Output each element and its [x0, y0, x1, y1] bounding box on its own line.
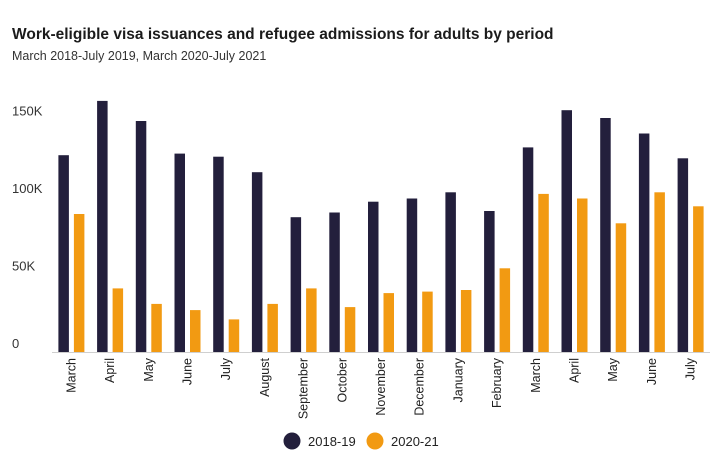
bar-2020-21-16 — [654, 192, 665, 352]
x-tick-label: May — [142, 357, 156, 381]
bar-2020-21-10 — [422, 291, 433, 352]
x-tick-label: August — [258, 357, 272, 396]
x-tick-label: February — [490, 357, 504, 408]
bar-2020-21-6 — [267, 303, 278, 352]
x-tick-label: May — [606, 357, 620, 381]
bar-2018-19-11 — [445, 192, 456, 352]
bar-2020-21-8 — [344, 307, 356, 352]
bar-2018-19-4 — [174, 153, 185, 352]
bar-2018-19-14 — [561, 110, 572, 352]
bar-2020-21-9 — [383, 293, 394, 352]
y-tick-label: 100K — [12, 181, 43, 196]
bar-2018-19-10 — [406, 198, 418, 352]
bar-2018-19-15 — [600, 118, 611, 352]
y-tick-label: 150K — [12, 104, 43, 119]
y-axis-ticks: 0 50K 100K 150K — [12, 104, 43, 352]
bar-2020-21-2 — [112, 288, 124, 352]
bar-2018-19-16 — [638, 133, 650, 352]
x-axis-ticks: March April May June July August September Octo… — [64, 357, 697, 419]
bar-2018-19-12 — [484, 211, 495, 352]
bar-2018-19-2 — [97, 100, 108, 353]
x-tick-label: April — [568, 358, 582, 383]
bar-2020-21-5 — [228, 319, 240, 352]
legend-swatch-2018-19 — [283, 432, 301, 450]
x-tick-label: July — [684, 357, 698, 380]
bar-2020-21-1 — [73, 214, 85, 352]
x-tick-label: March — [529, 358, 543, 393]
x-tick-label: September — [297, 358, 311, 419]
bar-2020-21-11 — [460, 290, 472, 352]
bar-2020-21-15 — [615, 223, 627, 352]
bar-2020-21-13 — [538, 193, 549, 352]
bar-2018-19-7 — [290, 217, 302, 352]
x-tick-label: October — [335, 358, 349, 402]
bar-2018-19-9 — [368, 201, 379, 352]
bar-2020-21-4 — [190, 310, 201, 352]
chart-subtitle: March 2018-July 2019, March 2020-July 20… — [12, 49, 267, 63]
x-tick-label: June — [645, 358, 659, 385]
legend-label: 2018-19 — [308, 434, 356, 449]
x-tick-label: June — [181, 358, 195, 385]
bar-2018-19-17 — [677, 158, 689, 353]
legend-label: 2020-21 — [391, 434, 439, 449]
bar-2020-21-7 — [306, 288, 317, 352]
bar-2018-19-3 — [135, 121, 147, 352]
bar-2018-19-1 — [58, 155, 69, 352]
chart-title: Work-eligible visa issuances and refugee… — [12, 26, 554, 43]
y-tick-label: 50K — [12, 259, 35, 274]
x-tick-label: March — [64, 358, 78, 393]
bar-2020-21-12 — [499, 268, 511, 352]
x-tick-label: July — [219, 357, 233, 380]
bar-2020-21-3 — [151, 303, 162, 352]
bar-2018-19-13 — [522, 147, 534, 352]
legend-swatch-2020-21 — [366, 432, 384, 450]
bar-2018-19-6 — [251, 172, 263, 352]
x-tick-label: April — [103, 358, 117, 383]
x-tick-label: December — [413, 358, 427, 416]
bars — [58, 100, 704, 353]
y-tick-label: 0 — [12, 336, 19, 351]
bar-2020-21-14 — [577, 198, 588, 352]
legend: 2018-19 2020-21 — [283, 432, 439, 450]
bar-2018-19-8 — [329, 212, 340, 352]
bar-2018-19-5 — [213, 156, 224, 352]
x-tick-label: January — [451, 357, 465, 402]
x-tick-label: November — [374, 358, 388, 416]
bar-2020-21-17 — [693, 206, 704, 352]
